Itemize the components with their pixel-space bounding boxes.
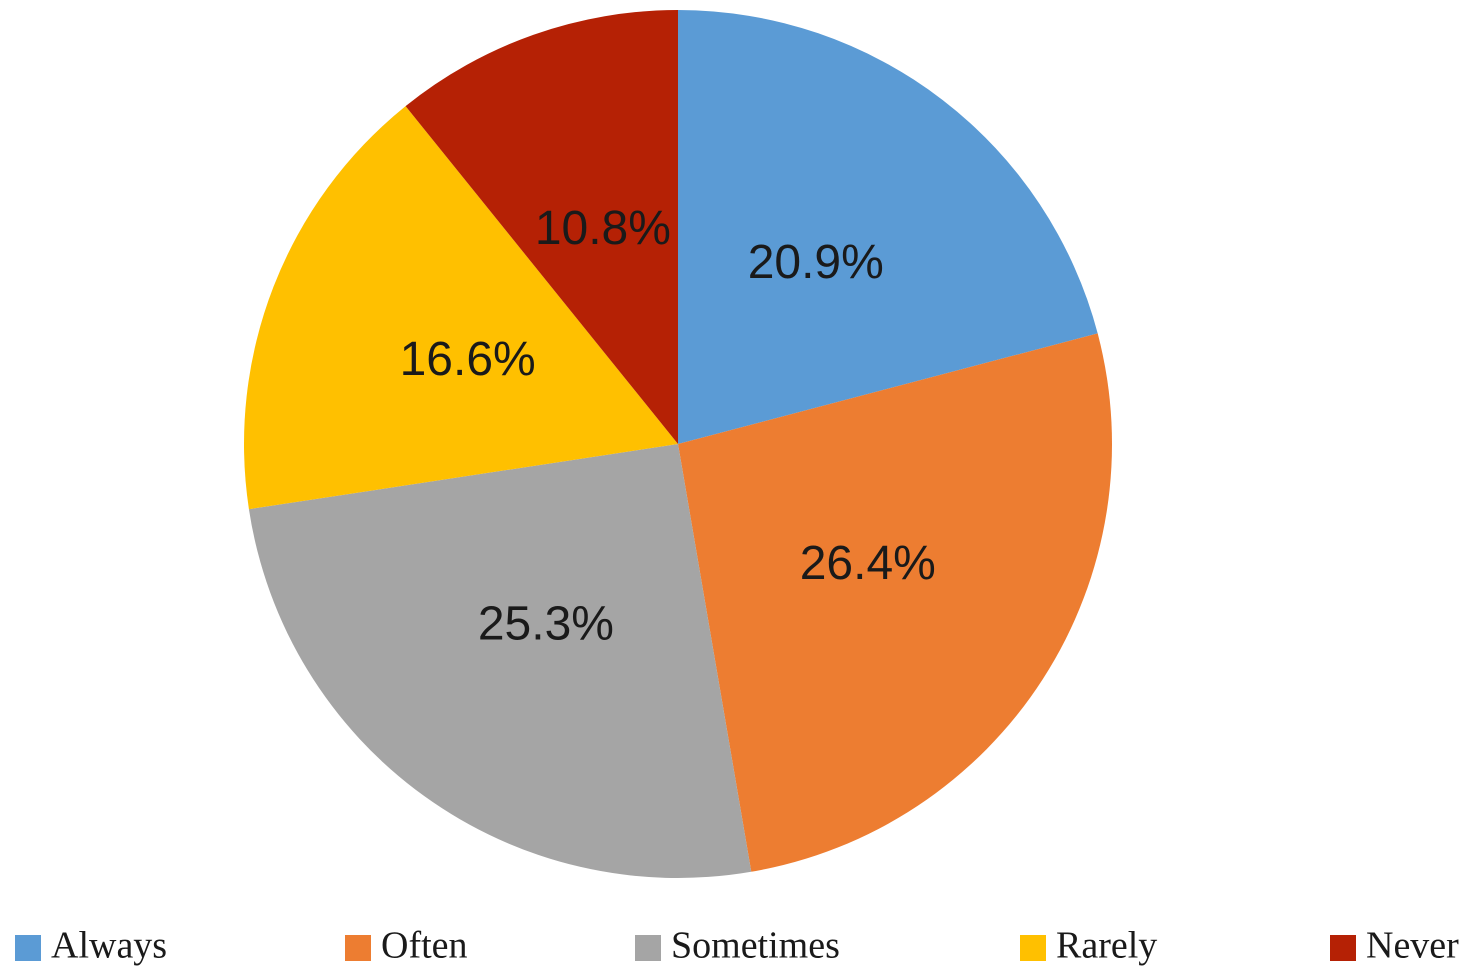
legend-swatch — [1330, 935, 1356, 961]
pie-slice — [678, 10, 1098, 444]
legend-swatch — [1020, 935, 1046, 961]
data-label: 10.8% — [535, 202, 671, 255]
data-label: 25.3% — [478, 598, 614, 651]
pie-slice — [244, 106, 678, 510]
legend-label: Sometimes — [671, 925, 840, 967]
legend-label: Rarely — [1056, 925, 1157, 967]
legend-label: Always — [51, 925, 167, 967]
data-label: 26.4% — [800, 537, 936, 590]
pie-slice — [678, 333, 1112, 872]
legend-swatch — [15, 935, 41, 961]
legend-label: Often — [381, 925, 468, 967]
data-label: 16.6% — [400, 333, 536, 386]
pie-slice — [405, 10, 678, 444]
legend-label: Never — [1366, 925, 1459, 967]
legend-swatch — [635, 935, 661, 961]
data-label: 20.9% — [748, 236, 884, 289]
pie-slice — [248, 444, 752, 879]
legend-swatch — [345, 935, 371, 961]
